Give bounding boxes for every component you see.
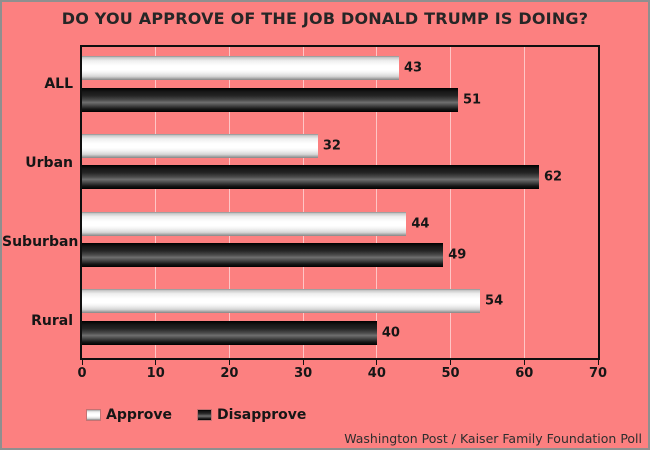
x-tick-label: 70: [588, 366, 608, 381]
value-label: 32: [322, 138, 341, 154]
bar-approve: [82, 211, 407, 236]
gridline: [302, 47, 304, 358]
axis-tick: [81, 360, 83, 365]
gridline: [523, 47, 525, 358]
value-label: 54: [485, 293, 504, 309]
bar-approve: [82, 289, 481, 314]
category-label: Suburban: [2, 233, 79, 250]
bar-approve: [82, 56, 399, 80]
value-label: 43: [403, 60, 423, 76]
axis-tick: [523, 360, 525, 365]
axis-tick: [597, 360, 599, 365]
gridline: [376, 47, 378, 358]
legend: Approve Disapprove: [87, 407, 306, 423]
x-tick-label: 60: [515, 366, 534, 381]
legend-item-approve: Approve: [87, 407, 172, 423]
x-tick-label: 50: [441, 366, 460, 381]
plot-inner: 43 51 32 62 44 49 54 40: [82, 47, 598, 358]
legend-item-disapprove: Disapprove: [198, 407, 306, 423]
bar-disapprove: [82, 320, 377, 345]
disapprove-swatch-icon: [198, 410, 212, 420]
gridline: [450, 47, 452, 358]
bar-disapprove: [82, 87, 458, 112]
bar-disapprove: [82, 165, 540, 190]
legend-label-disapprove: Disapprove: [217, 407, 307, 423]
axis-tick: [376, 360, 378, 365]
x-tick-label: 40: [367, 366, 386, 381]
category-label: ALL: [44, 76, 73, 93]
category-label: Rural: [31, 312, 73, 329]
gridline: [228, 47, 230, 358]
category-label: Urban: [25, 155, 73, 172]
legend-label-approve: Approve: [106, 407, 173, 423]
plot-border: [80, 45, 600, 360]
gridline: [155, 47, 157, 358]
bar-disapprove: [82, 243, 444, 267]
axis-tick: [302, 360, 304, 365]
plot-area: 43 51 32 62 44 49 54 40: [80, 45, 600, 360]
axis-tick: [155, 360, 157, 365]
axis-tick: [450, 360, 452, 365]
x-tick-label: 0: [77, 366, 87, 381]
source-credit: Washington Post / Kaiser Family Foundati…: [344, 431, 642, 446]
x-axis: 0 10 20 30 40 50 60 70: [77, 360, 607, 386]
chart-title: DO YOU APPROVE OF THE JOB DONALD TRUMP I…: [61, 9, 589, 28]
x-tick-label: 30: [294, 366, 313, 381]
value-label: 51: [462, 92, 482, 107]
bar-approve: [82, 133, 318, 158]
value-label: 44: [411, 216, 430, 231]
approve-swatch-icon: [87, 410, 100, 420]
x-tick-label: 20: [220, 366, 239, 381]
x-tick-label: 10: [146, 366, 165, 381]
value-label: 49: [448, 247, 467, 263]
category-axis: ALL Urban Suburban Rural: [2, 45, 79, 360]
value-label: 40: [381, 325, 400, 341]
value-label: 62: [544, 169, 563, 185]
axis-tick: [228, 360, 230, 365]
